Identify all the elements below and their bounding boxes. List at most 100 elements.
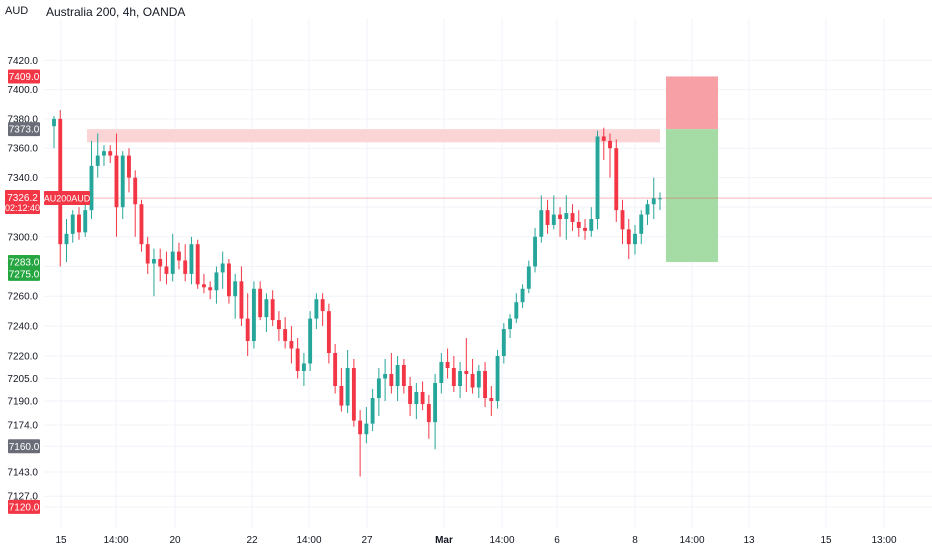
candle[interactable] (326, 311, 331, 353)
candle[interactable] (601, 136, 606, 141)
candle[interactable] (589, 219, 594, 231)
candle[interactable] (658, 198, 662, 200)
candle[interactable] (189, 244, 194, 274)
candle[interactable] (501, 329, 506, 356)
candle[interactable] (214, 272, 219, 291)
candle[interactable] (245, 318, 250, 342)
candle[interactable] (283, 329, 288, 342)
candle[interactable] (364, 423, 369, 435)
candle[interactable] (145, 244, 150, 264)
candle[interactable] (445, 361, 450, 368)
candle[interactable] (120, 155, 125, 208)
candle[interactable] (576, 221, 581, 228)
candle[interactable] (58, 118, 63, 245)
candle[interactable] (370, 398, 375, 424)
candle[interactable] (520, 288, 525, 303)
candle[interactable] (351, 367, 356, 421)
candle[interactable] (633, 233, 637, 245)
candle[interactable] (508, 318, 512, 330)
candle[interactable] (564, 213, 569, 220)
candle[interactable] (433, 382, 438, 423)
candle[interactable] (158, 259, 163, 267)
candle[interactable] (301, 363, 306, 371)
candle[interactable] (395, 364, 400, 387)
candle[interactable] (170, 251, 175, 274)
candle[interactable] (476, 370, 481, 388)
candle[interactable] (139, 204, 144, 245)
candle[interactable] (314, 299, 319, 319)
candle[interactable] (108, 151, 113, 156)
candle[interactable] (52, 118, 56, 127)
candle[interactable] (295, 348, 300, 371)
candle[interactable] (626, 229, 631, 245)
candle[interactable] (127, 155, 131, 178)
candle[interactable] (551, 214, 556, 225)
candle[interactable] (233, 281, 238, 297)
candle[interactable] (401, 364, 406, 387)
candle[interactable] (595, 136, 600, 220)
candle[interactable] (95, 155, 100, 166)
candle[interactable] (133, 177, 138, 205)
candle[interactable] (264, 299, 269, 318)
candle[interactable] (202, 284, 206, 288)
candle[interactable] (614, 148, 619, 211)
candle[interactable] (639, 214, 644, 234)
candle[interactable] (308, 318, 313, 364)
candle[interactable] (464, 370, 469, 374)
candle[interactable] (183, 260, 188, 274)
candle[interactable] (333, 352, 338, 387)
candle[interactable] (645, 204, 650, 215)
candle[interactable] (651, 198, 656, 205)
candle[interactable] (426, 404, 431, 423)
resistance-zone[interactable] (87, 129, 660, 143)
candle[interactable] (220, 263, 225, 273)
candle[interactable] (408, 386, 413, 405)
candle[interactable] (383, 373, 388, 379)
candle[interactable] (70, 214, 75, 234)
take-profit-zone[interactable] (666, 129, 718, 263)
candle[interactable] (276, 320, 281, 330)
candle[interactable] (208, 287, 213, 291)
candle[interactable] (102, 151, 106, 156)
candle[interactable] (258, 288, 263, 318)
candle[interactable] (451, 367, 456, 387)
candle[interactable] (558, 214, 562, 220)
candle[interactable] (420, 392, 425, 405)
candle[interactable] (514, 302, 519, 319)
candle[interactable] (164, 266, 169, 274)
candle[interactable] (270, 299, 275, 321)
candle[interactable] (458, 370, 463, 387)
candle[interactable] (439, 361, 444, 383)
candle[interactable] (489, 398, 494, 402)
candle[interactable] (251, 288, 256, 342)
candle[interactable] (533, 236, 537, 267)
candle[interactable] (389, 373, 394, 387)
candle[interactable] (195, 244, 200, 285)
candle[interactable] (608, 140, 612, 149)
candle[interactable] (570, 213, 575, 222)
candle[interactable] (320, 299, 325, 312)
candle[interactable] (339, 386, 344, 406)
candle[interactable] (64, 233, 69, 245)
candle[interactable] (495, 355, 500, 402)
candle[interactable] (620, 210, 625, 230)
candle[interactable] (376, 378, 381, 399)
candle[interactable] (239, 281, 244, 319)
candle[interactable] (226, 263, 231, 297)
candle[interactable] (358, 420, 363, 435)
candle[interactable] (526, 266, 531, 289)
candle[interactable] (83, 210, 88, 233)
candle[interactable] (345, 367, 350, 406)
candle[interactable] (77, 214, 81, 233)
candle[interactable] (177, 251, 181, 261)
stop-loss-zone[interactable] (666, 76, 718, 130)
candle[interactable] (414, 392, 419, 405)
candle[interactable] (545, 210, 550, 225)
candle[interactable] (289, 341, 294, 349)
candle[interactable] (114, 155, 119, 208)
candle[interactable] (583, 227, 587, 231)
candle[interactable] (152, 259, 156, 264)
candle[interactable] (470, 373, 475, 388)
candle[interactable] (483, 370, 488, 399)
